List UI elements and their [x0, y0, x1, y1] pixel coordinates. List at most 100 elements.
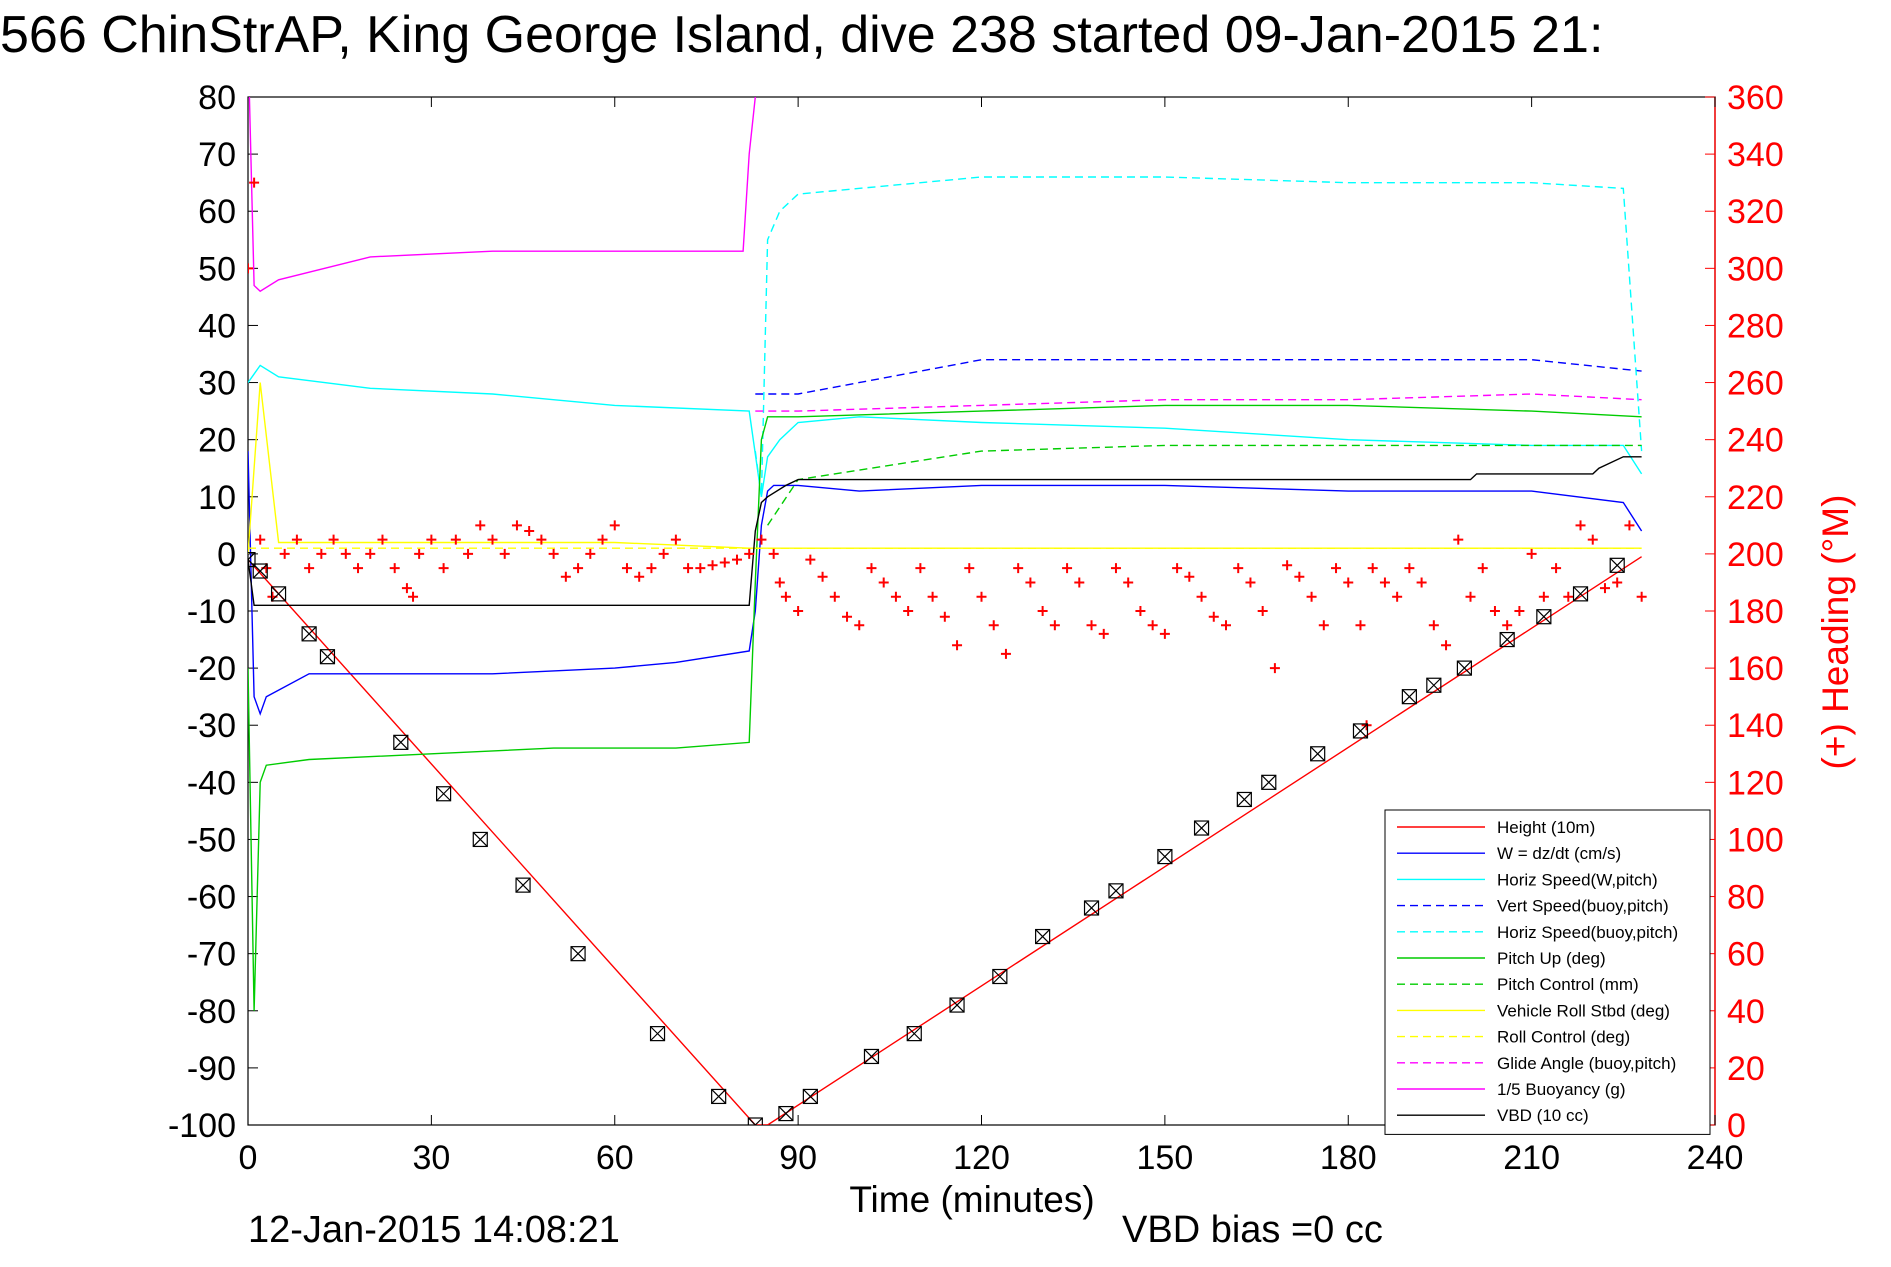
depth-marker: [906, 1026, 922, 1042]
y2-tick-label: 300: [1727, 250, 1784, 288]
depth-marker-box: [906, 1026, 922, 1042]
series-line-pitch-up-deg: [248, 404, 1642, 1011]
heading-marker: [450, 534, 461, 545]
heading-marker: [1000, 648, 1011, 659]
heading-marker: [340, 548, 351, 559]
heading-marker: [1612, 577, 1623, 588]
y2-axis-label: (+) Heading (°M): [1815, 495, 1856, 770]
depth-marker: [301, 626, 317, 642]
depth-marker-box: [863, 1048, 880, 1065]
series-line-horiz-speed-buoy-pitch: [754, 176, 1643, 497]
heading-marker: [1184, 571, 1195, 582]
heading-marker: [279, 548, 290, 559]
y2-tick-label: 280: [1727, 307, 1784, 345]
depth-marker: [436, 786, 452, 802]
series-line-horiz-speed-w-pitch: [248, 364, 1643, 497]
depth-marker: [1193, 820, 1210, 836]
depth-marker-cross: [436, 786, 452, 802]
heading-marker: [1269, 663, 1280, 674]
depth-marker-cross: [650, 1026, 665, 1042]
x-tick-label: 150: [1137, 1139, 1194, 1177]
heading-marker: [1172, 563, 1183, 574]
y2-tick-label: 200: [1727, 536, 1784, 574]
depth-marker: [515, 877, 531, 893]
heading-marker: [683, 563, 694, 574]
y2-tick-label: 320: [1727, 193, 1784, 231]
heading-marker: [1221, 620, 1231, 631]
y2-tick-label: 40: [1727, 993, 1765, 1031]
depth-marker: [1157, 848, 1173, 865]
y-tick-label: 40: [198, 307, 236, 345]
y-tick-label: 30: [198, 365, 236, 403]
y2-tick-label: 340: [1727, 136, 1784, 174]
heading-marker: [1037, 606, 1048, 616]
series-line-glide-angle-buoy-pitch: [755, 393, 1642, 412]
y-tick-label: -10: [187, 593, 236, 631]
depth-marker-cross: [1499, 632, 1515, 647]
heading-marker: [1013, 563, 1024, 574]
x-tick-label: 60: [596, 1139, 634, 1177]
y2-tick-label: 360: [1727, 79, 1784, 117]
depth-marker-box: [393, 734, 409, 750]
heading-marker: [1636, 591, 1647, 602]
y2-tick-label: 60: [1727, 936, 1765, 974]
legend-entry-label: Vehicle Roll Stbd (deg): [1497, 1001, 1670, 1020]
series-group: [248, 97, 1647, 1125]
heading-marker: [1159, 628, 1170, 639]
y-tick-label: -30: [187, 707, 236, 745]
depth-marker-cross: [1573, 586, 1588, 602]
heading-marker: [964, 563, 975, 574]
depth-marker-cross: [515, 877, 531, 893]
y2-tick-label: 260: [1727, 365, 1784, 403]
heading-marker: [291, 534, 302, 545]
heading-marker: [1489, 606, 1500, 616]
series-line-height-10m: [248, 556, 1642, 1125]
depth-marker-box: [778, 1105, 794, 1122]
heading-marker: [1343, 577, 1354, 588]
depth-marker: [992, 968, 1008, 985]
depth-marker-box: [1352, 723, 1369, 739]
depth-marker-cross: [1609, 557, 1625, 573]
x-tick-label: 240: [1687, 1139, 1744, 1177]
depth-marker: [1499, 631, 1515, 648]
x-tick-label: 30: [412, 1139, 450, 1177]
heading-marker: [328, 534, 339, 545]
heading-marker: [1147, 620, 1158, 631]
depth-marker-box: [570, 946, 586, 962]
heading-marker: [377, 534, 388, 545]
depth-marker: [1401, 689, 1417, 705]
legend-entry-label: Horiz Speed(W,pitch): [1497, 870, 1658, 889]
heading-marker: [903, 606, 914, 616]
depth-marker: [1083, 900, 1100, 916]
heading-marker: [780, 591, 791, 602]
heading-marker: [866, 563, 877, 574]
heading-marker: [1135, 606, 1146, 616]
heading-marker: [1245, 577, 1256, 588]
heading-marker: [793, 606, 804, 616]
heading-marker: [1233, 563, 1244, 574]
y-tick-label: -100: [168, 1107, 236, 1145]
legend-entry-label: Pitch Up (deg): [1497, 949, 1606, 968]
y2-tick-label: 180: [1727, 593, 1784, 631]
heading-marker: [1062, 563, 1073, 574]
legend-entry-label: Roll Control (deg): [1497, 1028, 1630, 1047]
heading-marker: [1086, 620, 1097, 631]
depth-marker: [393, 734, 409, 750]
heading-marker: [1331, 563, 1342, 574]
depth-marker-box: [515, 877, 531, 893]
depth-marker-cross: [992, 969, 1008, 984]
depth-marker-cross: [1310, 746, 1326, 762]
depth-marker-cross: [320, 649, 335, 665]
heading-marker: [658, 548, 669, 559]
heading-marker: [646, 563, 657, 574]
x-tick-label: 210: [1503, 1139, 1560, 1177]
y-tick-label: -20: [187, 650, 236, 688]
heading-marker: [939, 611, 950, 622]
heading-marker: [1514, 606, 1525, 616]
heading-marker: [1318, 620, 1329, 631]
depth-marker-cross: [711, 1089, 727, 1104]
heading-marker: [732, 554, 742, 565]
heading-marker: [597, 534, 608, 545]
y2-tick-label: 80: [1727, 879, 1765, 917]
